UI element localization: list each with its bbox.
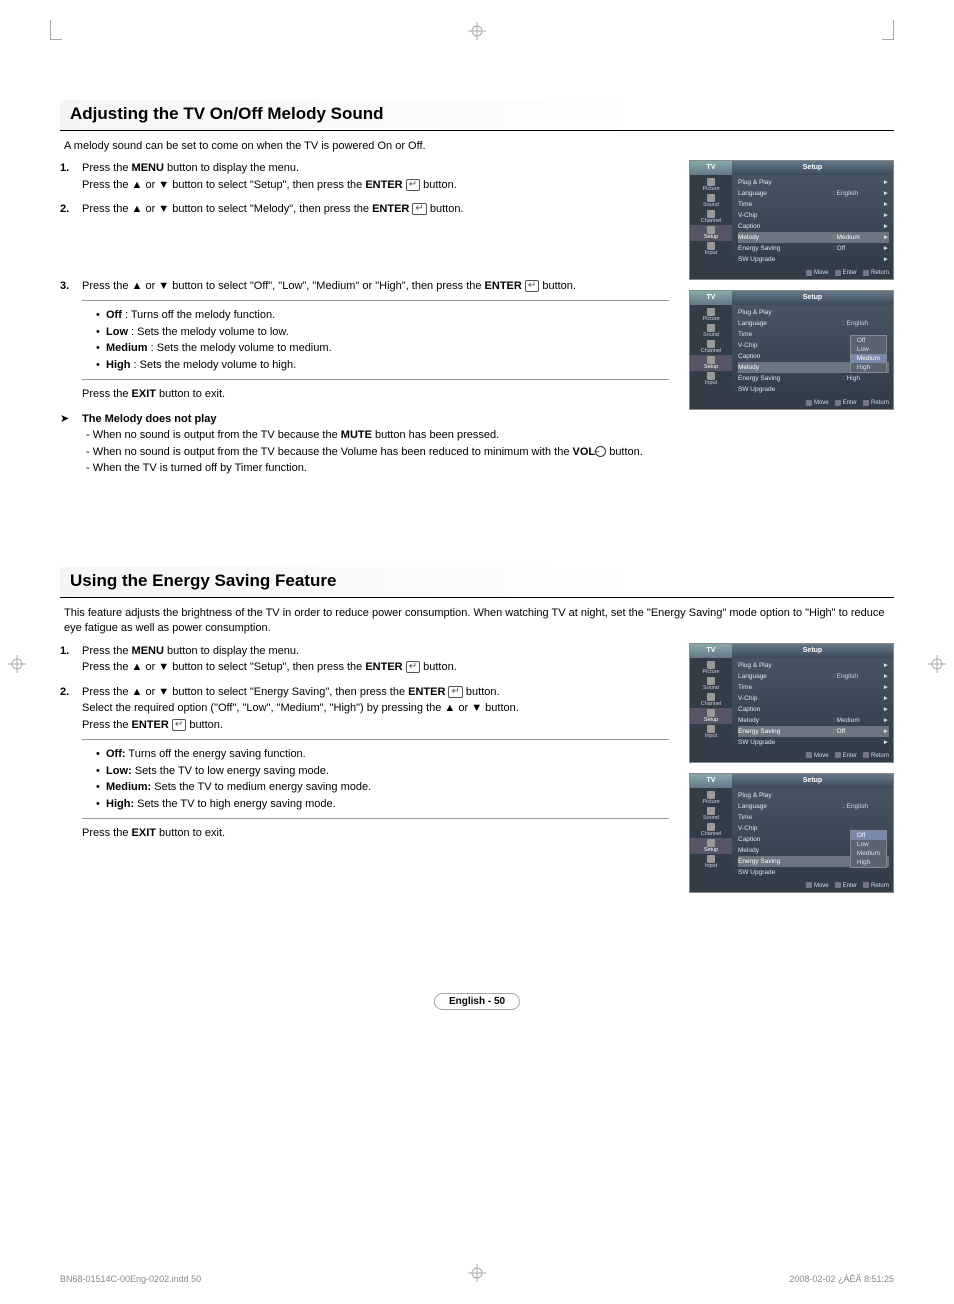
crop-mark — [50, 20, 62, 40]
section-melody: Adjusting the TV On/Off Melody Sound A m… — [60, 100, 894, 477]
footer-file: BN68-01514C-00Eng-0202.indd 50 — [60, 1274, 201, 1284]
step-text: Press the ▲ or ▼ button to select "Off",… — [82, 278, 669, 403]
osd-screenshot-melody-setup: TVSetup Picture Sound Channel Setup Inpu… — [689, 160, 894, 280]
option-list: Off : Turns off the melody function. Low… — [96, 307, 669, 373]
instruction-column: 1. Press the MENU button to display the … — [60, 643, 669, 903]
registration-mark-top — [468, 22, 486, 40]
section-energy-saving: Using the Energy Saving Feature This fea… — [60, 567, 894, 903]
step-text: Press the ▲ or ▼ button to select "Melod… — [82, 201, 669, 218]
note-icon: ➤ — [60, 411, 82, 477]
step-number: 1. — [60, 160, 82, 193]
note-block: ➤ The Melody does not play - When no sou… — [60, 411, 669, 477]
step-number: 2. — [60, 684, 82, 842]
footer-date: 2008-02-02 ¿ÀÈÄ 8:51:25 — [789, 1274, 894, 1284]
enter-icon: ↵ — [412, 203, 426, 215]
section-title: Adjusting the TV On/Off Melody Sound — [60, 100, 894, 131]
footer-meta: BN68-01514C-00Eng-0202.indd 50 2008-02-0… — [60, 1274, 894, 1284]
enter-icon: ↵ — [406, 179, 420, 191]
vol-minus-icon: – — [595, 446, 606, 457]
osd-screenshot-melody-options: TVSetup Picture Sound Channel Setup Inpu… — [689, 290, 894, 410]
section-intro: A melody sound can be set to come on whe… — [64, 139, 894, 154]
enter-icon: ↵ — [172, 719, 186, 731]
step-text: Press the ▲ or ▼ button to select "Energ… — [82, 684, 669, 842]
step-number: 1. — [60, 643, 82, 676]
section-title: Using the Energy Saving Feature — [60, 567, 894, 598]
page-number: English - 50 — [60, 993, 894, 1010]
step-text: Press the MENU button to display the men… — [82, 160, 669, 193]
step-number: 3. — [60, 278, 82, 403]
crop-mark — [882, 20, 894, 40]
instruction-column: 1. Press the MENU button to display the … — [60, 160, 669, 477]
enter-icon: ↵ — [525, 280, 539, 292]
registration-mark-left — [8, 655, 26, 673]
section-intro: This feature adjusts the brightness of t… — [64, 606, 894, 637]
osd-screenshot-energy-setup: TVSetup Picture Sound Channel Setup Inpu… — [689, 643, 894, 763]
osd-screenshot-energy-options: TVSetup Picture Sound Channel Setup Inpu… — [689, 773, 894, 893]
option-list: Off: Turns off the energy saving functio… — [96, 746, 669, 812]
registration-mark-right — [928, 655, 946, 673]
note-title: The Melody does not play — [82, 413, 216, 425]
note-list: - When no sound is output from the TV be… — [86, 427, 643, 477]
enter-icon: ↵ — [406, 661, 420, 673]
step-number: 2. — [60, 201, 82, 218]
enter-icon: ↵ — [448, 686, 462, 698]
step-text: Press the MENU button to display the men… — [82, 643, 669, 676]
